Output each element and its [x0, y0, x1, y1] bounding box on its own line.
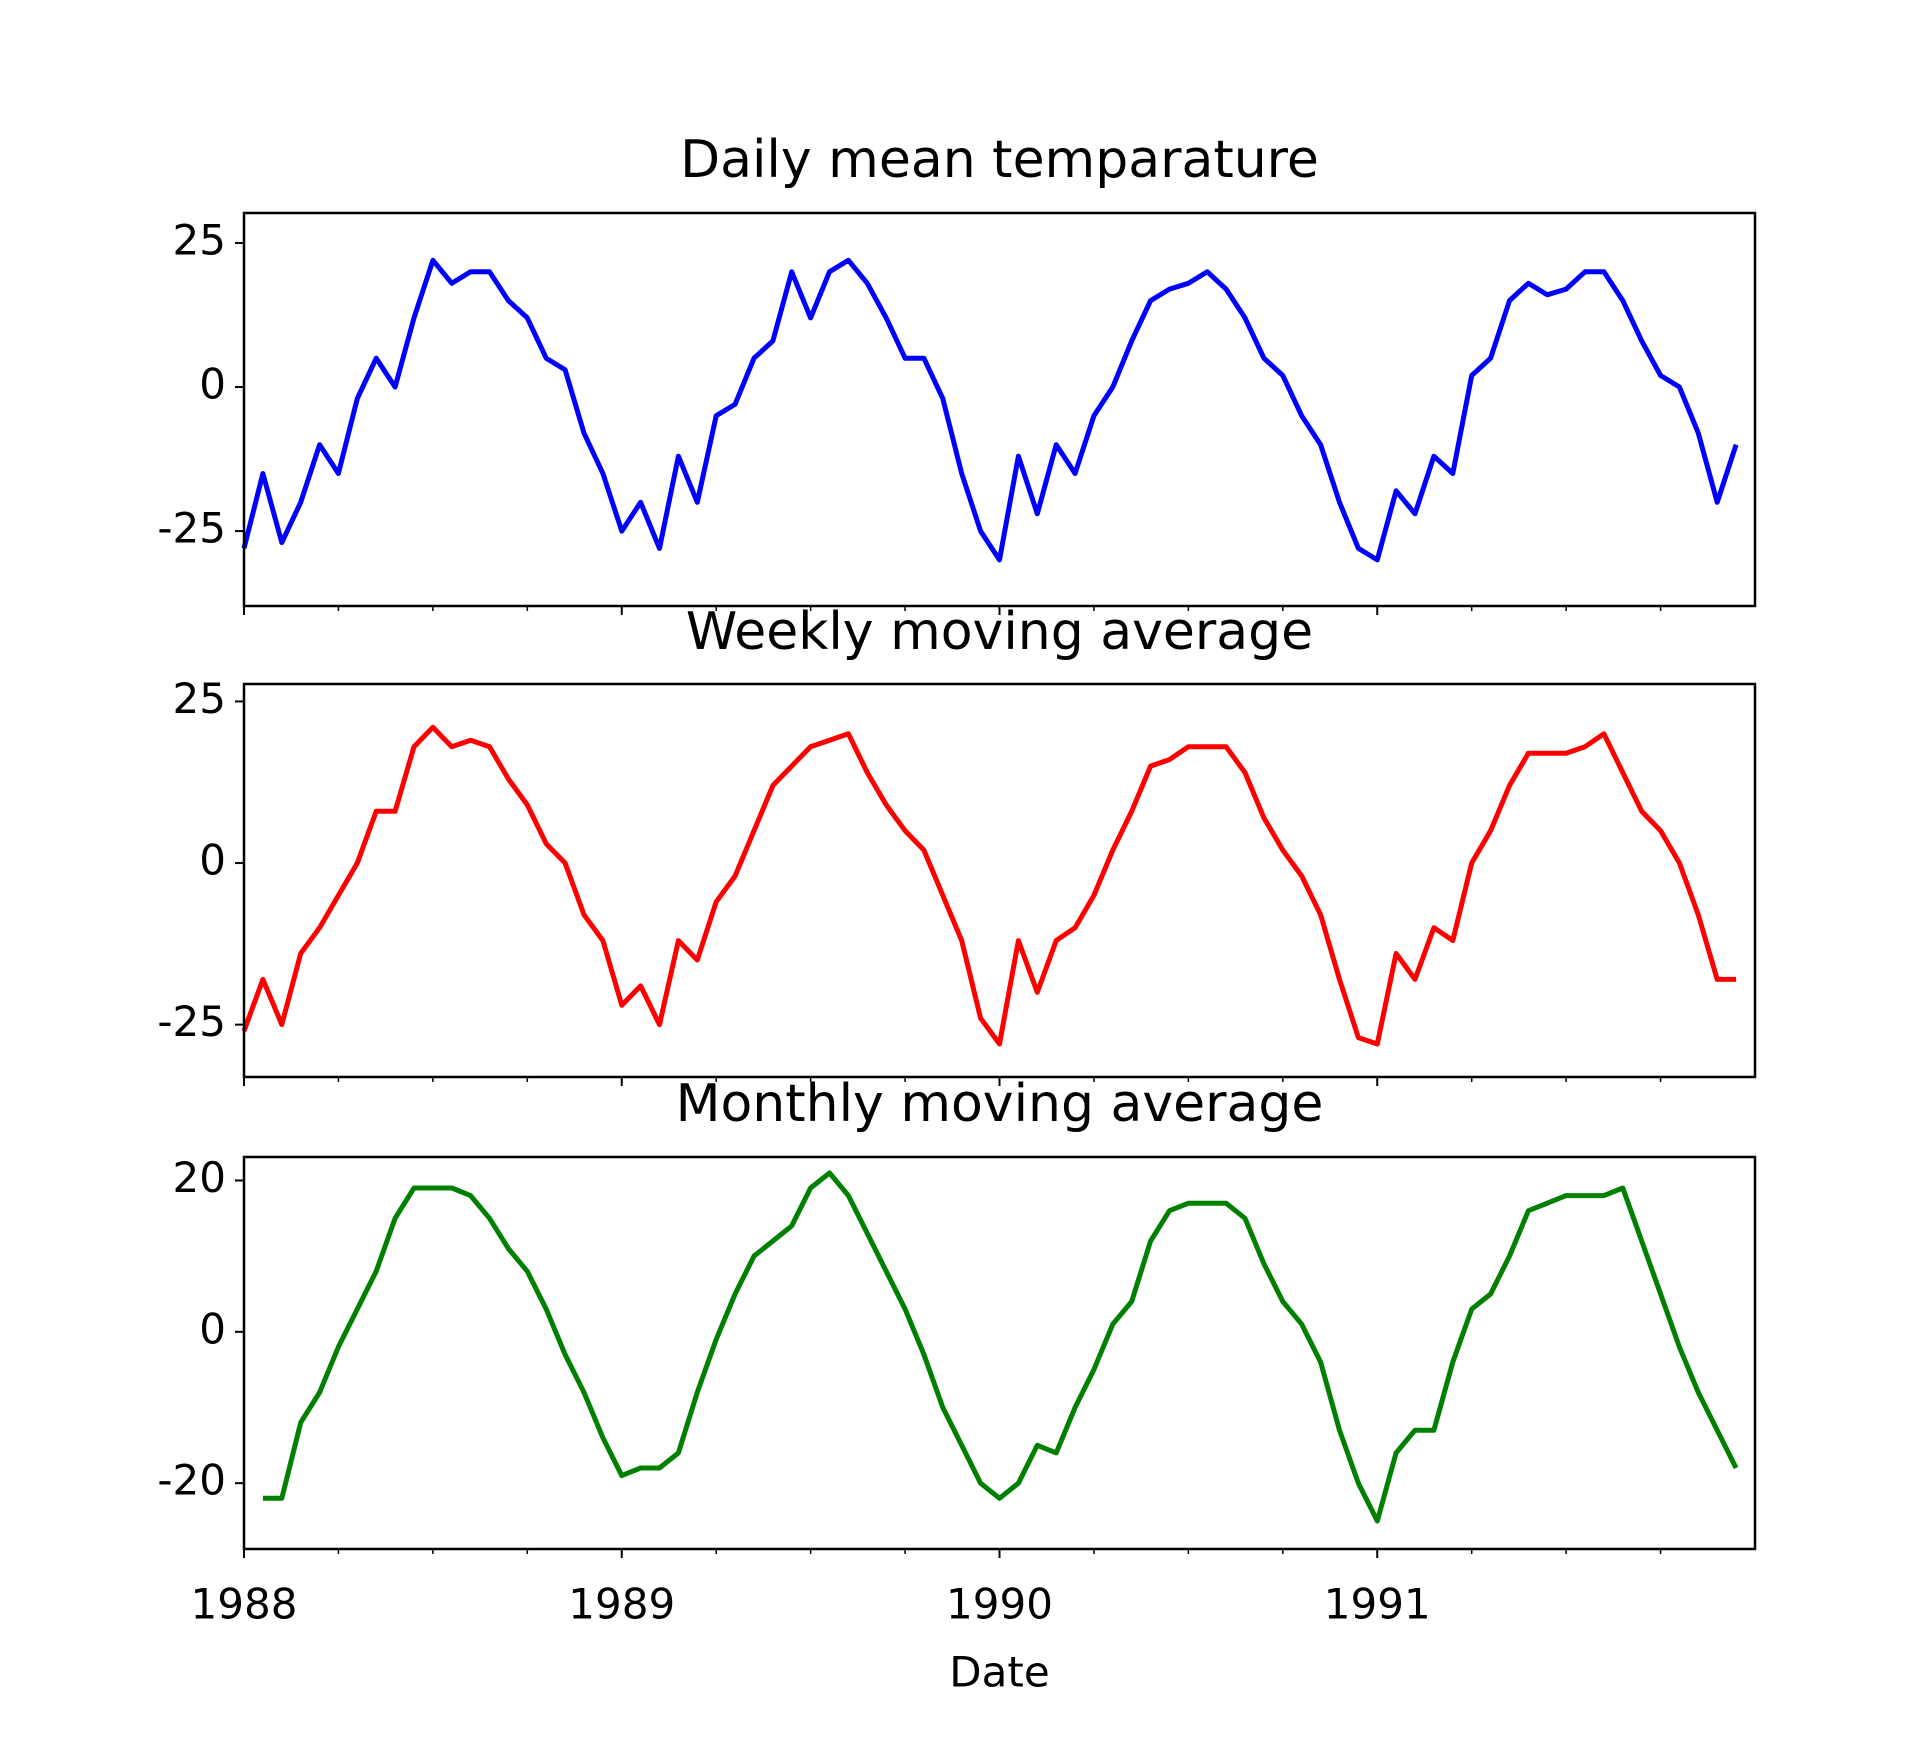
y-tick-label: -25: [157, 504, 226, 553]
data-line: [241, 257, 1739, 563]
x-tick-label: 1991: [1324, 1580, 1431, 1629]
x-tick-label: 1990: [946, 1580, 1053, 1629]
y-tick-label: 0: [199, 836, 226, 885]
panel-title: Monthly moving average: [676, 1074, 1324, 1134]
x-axis-label: Date: [949, 1648, 1049, 1697]
y-tick-label: -25: [157, 997, 226, 1046]
y-tick-label: -20: [157, 1456, 226, 1505]
data-line: [262, 1170, 1739, 1524]
panel-title: Weekly moving average: [686, 602, 1313, 662]
axes-frame: [242, 682, 1757, 1079]
y-tick-label: 25: [173, 674, 226, 723]
x-tick-label: 1989: [568, 1580, 675, 1629]
panel-title: Daily mean temparature: [680, 130, 1319, 190]
y-tick-label: 20: [173, 1153, 226, 1202]
y-tick-label: 0: [199, 360, 226, 409]
y-tick-label: 0: [199, 1304, 226, 1353]
y-tick-label: 25: [173, 215, 226, 264]
data-line: [241, 724, 1737, 1047]
x-tick-label: 1988: [191, 1580, 298, 1629]
